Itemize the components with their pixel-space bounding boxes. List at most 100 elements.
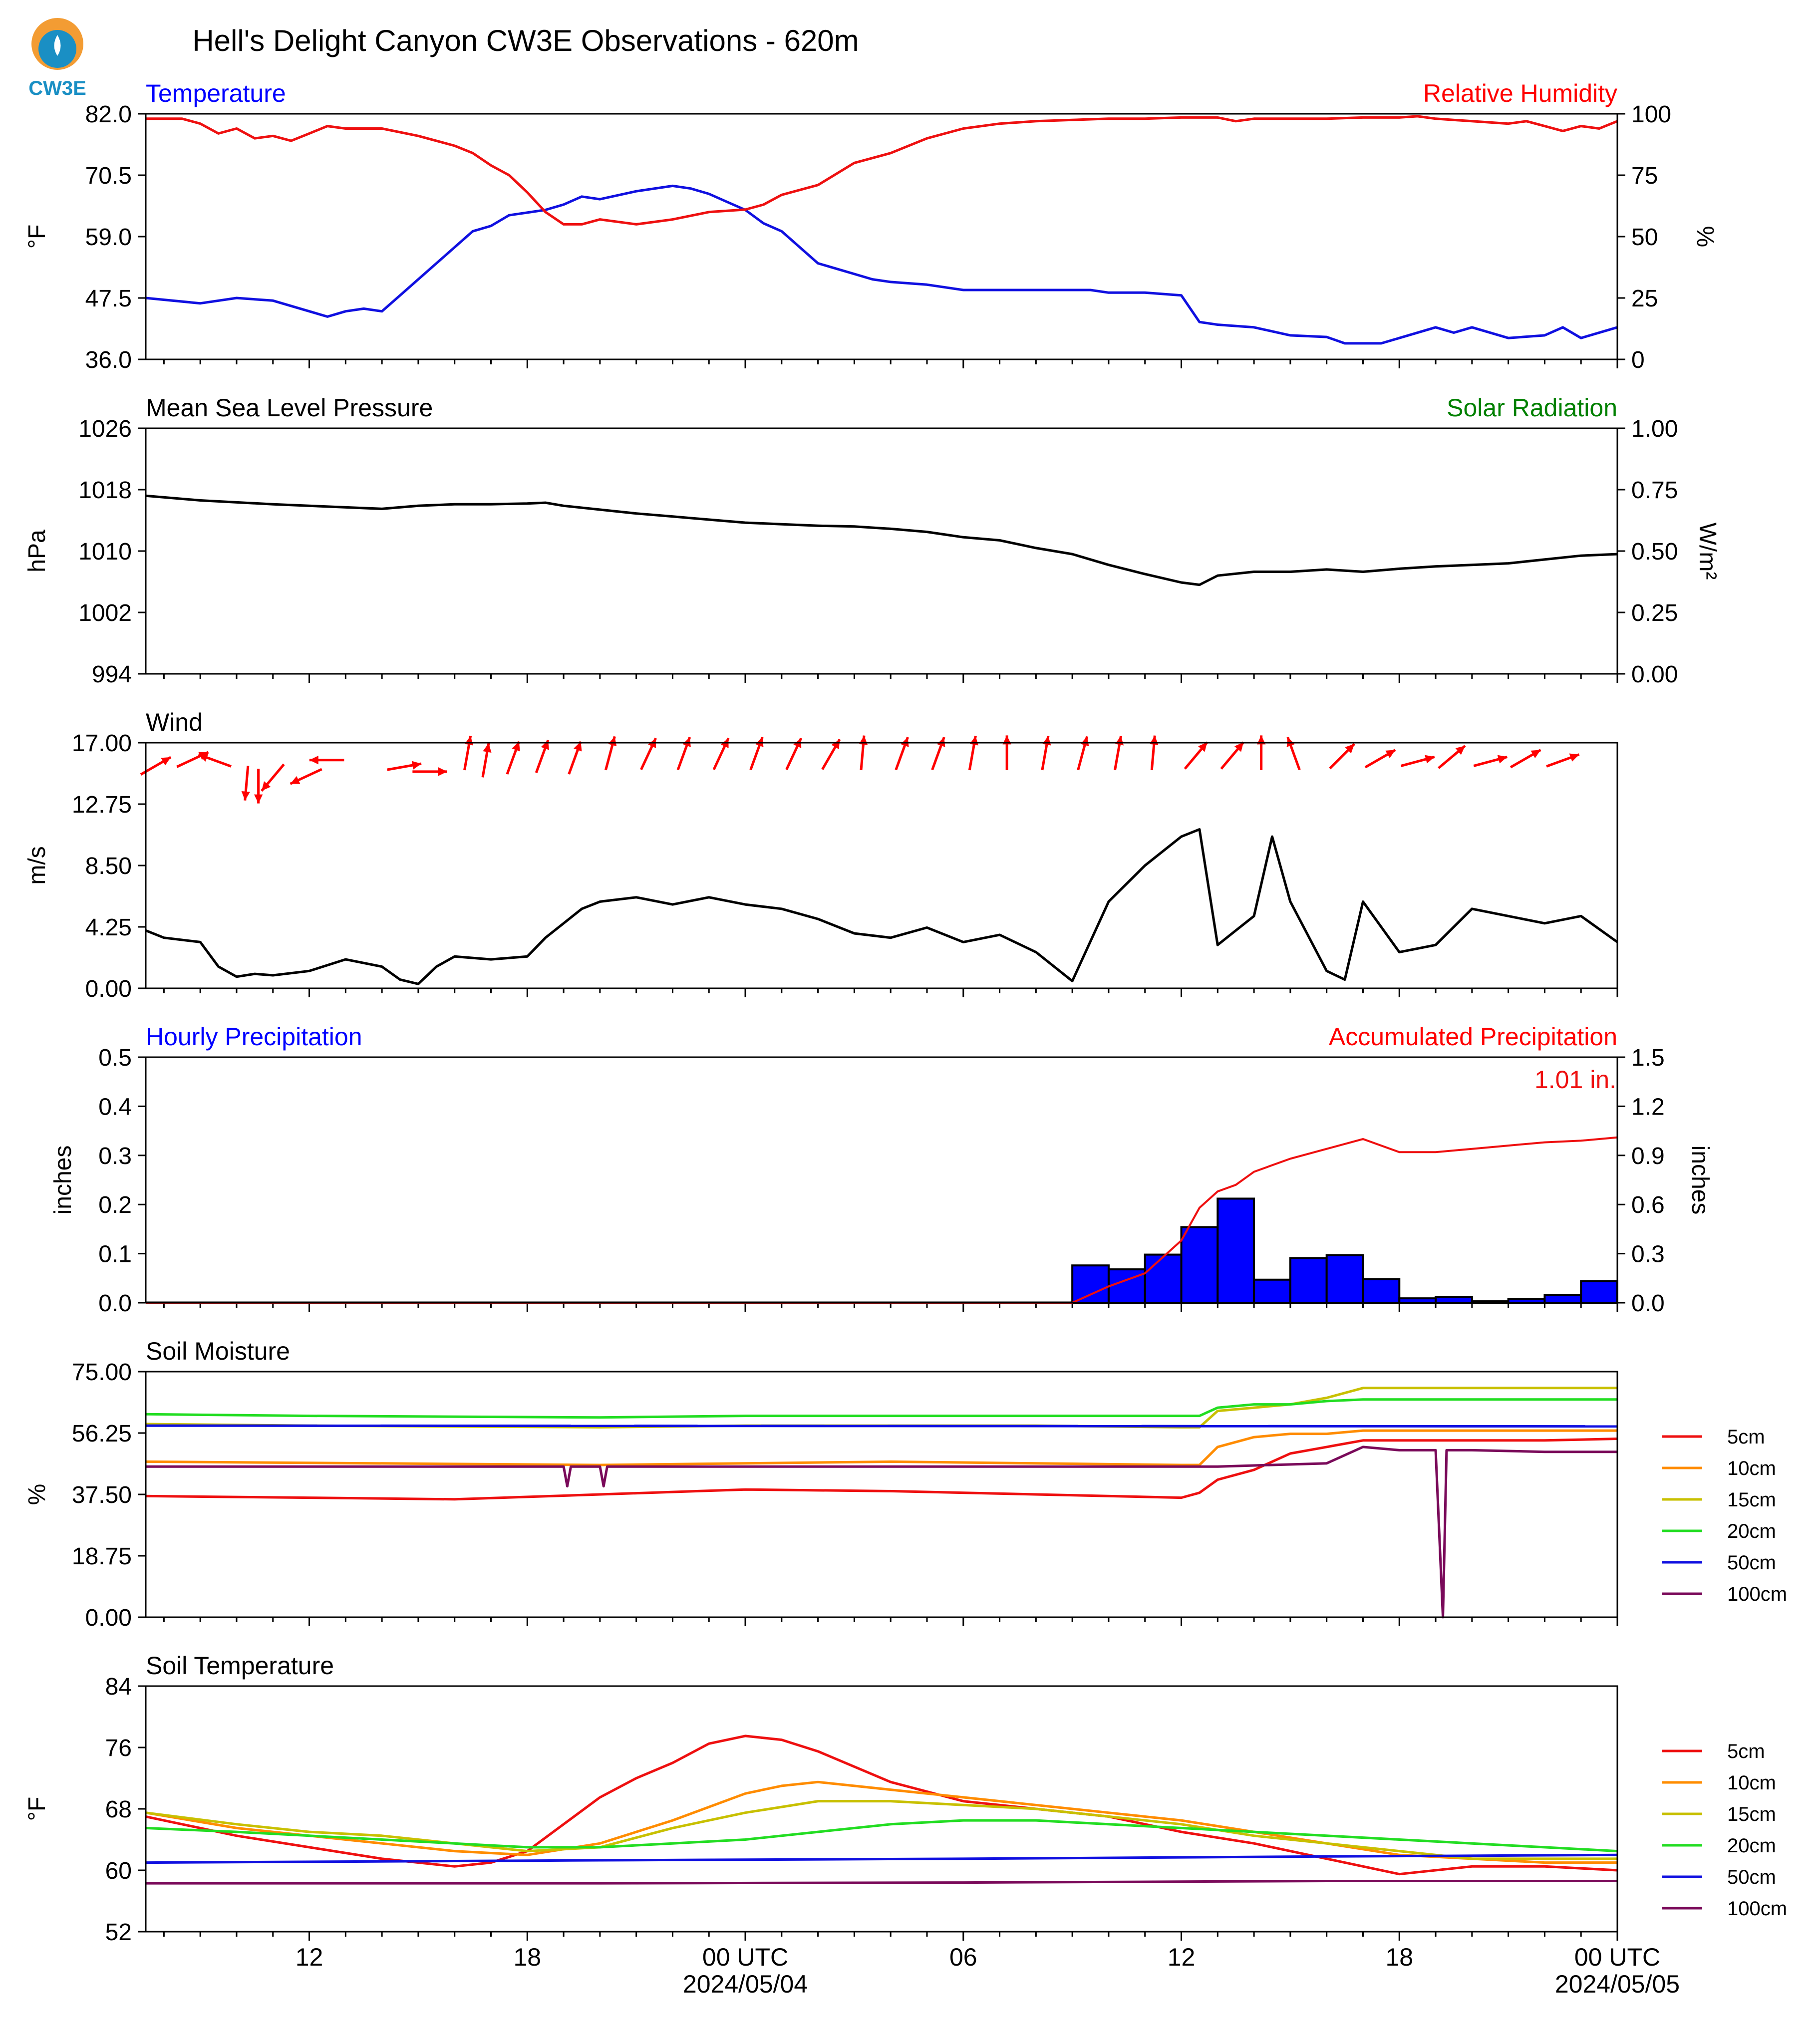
- y-tick-label: 17.00: [72, 730, 132, 757]
- panel-title-left: Soil Temperature: [146, 1652, 334, 1680]
- legend-label: 10cm: [1727, 1772, 1776, 1794]
- y-tick-label: 0.4: [98, 1094, 132, 1120]
- accumulated-precip-line: [146, 1136, 1618, 1304]
- series-line-5cm: [145, 1438, 1618, 1501]
- precip-bar: [1144, 1253, 1183, 1304]
- y-tick-label: 75.00: [72, 1359, 132, 1386]
- y2-tick-label: 75: [1631, 163, 1658, 189]
- logo-text: CW3E: [28, 77, 86, 99]
- y-tick-label: 994: [92, 661, 132, 688]
- cw3e-logo: CW3E: [28, 18, 86, 99]
- y2-tick-label: 0.9: [1631, 1143, 1665, 1169]
- wind-arrow-head: [1385, 750, 1396, 758]
- plot-frame: [145, 1056, 1618, 1304]
- y-tick-label: 68: [105, 1796, 132, 1823]
- precip-bar: [1543, 1294, 1582, 1304]
- y2-tick-label: 0.6: [1631, 1192, 1665, 1218]
- y-tick-label: 0.00: [85, 976, 132, 1002]
- wind-arrow-head: [411, 761, 422, 770]
- panel-pressure: Mean Sea Level Pressure Solar Radiation 99…: [24, 394, 1721, 688]
- legend-label: 50cm: [1727, 1866, 1776, 1888]
- y-axis-label: °F: [24, 225, 50, 249]
- panel-title-left: Hourly Precipitation: [146, 1023, 362, 1051]
- y2-tick-label: 0.50: [1631, 539, 1678, 565]
- y-axis-label: °F: [24, 1797, 50, 1821]
- x-tick-label: 12: [296, 1943, 323, 1971]
- panel-title-left: Temperature: [146, 79, 286, 107]
- y2-tick-label: 100: [1631, 101, 1671, 128]
- y-axis-label: hPa: [24, 530, 50, 573]
- wind-arrow-head: [254, 794, 263, 804]
- y2-tick-label: 1.00: [1631, 416, 1678, 442]
- wind-arrow-head: [1530, 750, 1541, 758]
- wind-arrow-head: [198, 753, 209, 762]
- y-tick-label: 18.75: [72, 1543, 132, 1570]
- y-tick-label: 1026: [78, 416, 132, 442]
- y-tick-label: 0.5: [98, 1045, 132, 1071]
- legend-label: 10cm: [1727, 1457, 1776, 1479]
- x-tick-label: 18: [513, 1943, 541, 1971]
- y-axis-label: inches: [50, 1146, 76, 1215]
- legend-label: 20cm: [1727, 1835, 1776, 1857]
- x-tick-label: 00 UTC: [702, 1943, 788, 1971]
- panel-title-left: Soil Moisture: [146, 1337, 290, 1365]
- y2-tick-label: 25: [1631, 286, 1658, 312]
- legend-label: 5cm: [1727, 1426, 1765, 1448]
- y-axis-label: %: [24, 1484, 50, 1505]
- legend-label: 15cm: [1727, 1803, 1776, 1825]
- wind-arrow-head: [512, 741, 520, 752]
- wind-arrow-head: [309, 756, 318, 765]
- wind-arrow-head: [1080, 736, 1089, 747]
- wind-arrow-head: [1234, 742, 1244, 752]
- chart-panels: Temperature Relative Humidity 36.0 47.5 59.0…: [24, 79, 1787, 1946]
- y-tick-label: 52: [105, 1919, 132, 1946]
- y-tick-label: 56.25: [72, 1421, 132, 1447]
- plot-area: [145, 494, 1618, 586]
- x-tick-label: 12: [1168, 1943, 1196, 1971]
- wind-arrow-head: [438, 767, 447, 776]
- panel-title-left: Wind: [146, 708, 203, 736]
- wind-arrow-head: [831, 739, 840, 750]
- legend-label: 100cm: [1727, 1898, 1787, 1920]
- y-tick-label: 0.2: [98, 1192, 132, 1218]
- x-tick-label: 00 UTC: [1574, 1943, 1660, 1971]
- plot-area: [145, 1735, 1618, 1885]
- y2-tick-label: 0.25: [1631, 600, 1678, 626]
- y2-tick-label: 0.75: [1631, 477, 1678, 504]
- legend-label: 100cm: [1727, 1583, 1787, 1605]
- wind-arrow-head: [483, 743, 492, 753]
- wind-arrow-head: [241, 791, 250, 801]
- series-line-100cm: [146, 1880, 1617, 1885]
- series-line-100cm: [146, 1446, 1617, 1619]
- figure-title: Hell's Delight Canyon CW3E Observations …: [192, 24, 859, 57]
- y-tick-label: 36.0: [85, 347, 132, 373]
- precip-bar: [1580, 1280, 1619, 1304]
- precip-bar: [1216, 1197, 1255, 1304]
- y-tick-label: 59.0: [85, 224, 132, 251]
- plot-frame: [145, 1685, 1618, 1933]
- plot-frame: [145, 742, 1618, 989]
- plot-frame: [145, 427, 1618, 675]
- y-tick-label: 8.50: [85, 853, 132, 879]
- precip-bar: [1325, 1254, 1364, 1304]
- series-line-15cm: [145, 1800, 1617, 1860]
- wind-arrow-head: [161, 757, 171, 766]
- precip-bar: [1435, 1296, 1473, 1304]
- legend: 5cm 10cm 15cm 20cm 50cm 100cm: [1662, 1740, 1787, 1920]
- logo-water-drop-icon: [54, 35, 61, 56]
- accumulated-total-label: 1.01 in.: [1534, 1066, 1616, 1094]
- y2-axis-label: %: [1692, 226, 1718, 248]
- panel-temp_rh: Temperature Relative Humidity 36.0 47.5 59.0…: [24, 79, 1718, 373]
- wind-arrow-head: [1425, 755, 1435, 764]
- precip-bar: [1071, 1264, 1110, 1304]
- y2-axis-label: W/m²: [1694, 523, 1721, 580]
- y-tick-label: 1002: [78, 600, 132, 626]
- plot-frame: [145, 1371, 1618, 1618]
- y2-tick-label: 0.00: [1631, 661, 1678, 688]
- y2-tick-label: 50: [1631, 224, 1658, 251]
- series-line-10cm: [145, 1780, 1617, 1864]
- x-tick-label: 18: [1385, 1943, 1413, 1971]
- series-line-20cm: [145, 1819, 1618, 1853]
- precip-bar: [1253, 1278, 1291, 1304]
